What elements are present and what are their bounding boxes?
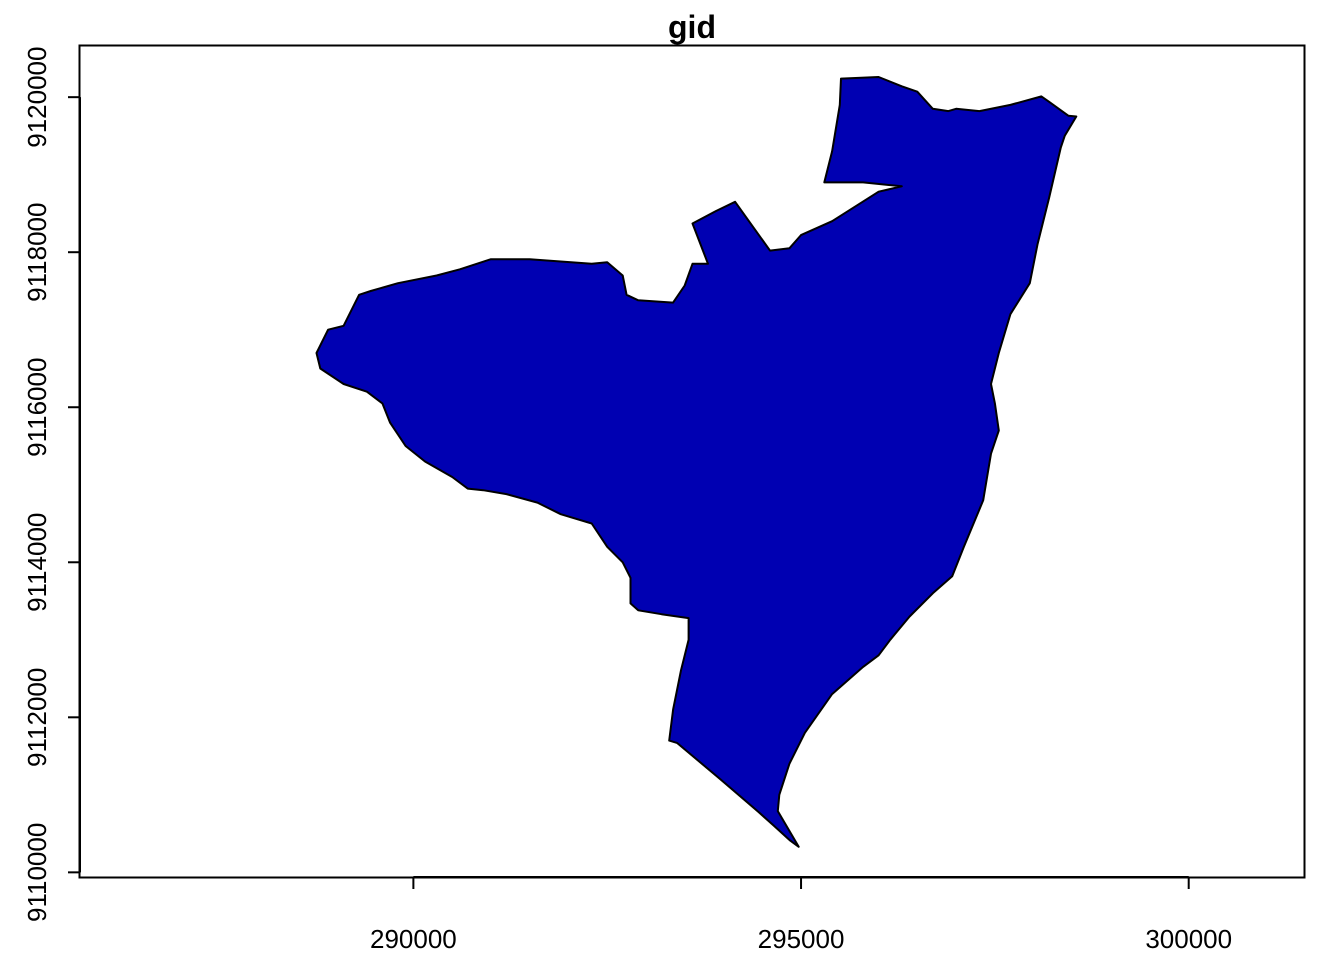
y-tick-label: 9112000 — [22, 668, 52, 767]
polygon-layer — [315, 76, 1078, 848]
y-axis: 9110000 9112000 9114000 9116000 9118000 91200… — [22, 47, 81, 922]
chart-title: gid — [668, 9, 716, 45]
y-tick-label: 9120000 — [22, 47, 52, 148]
x-axis: 290000 295000 300000 — [370, 876, 1232, 954]
x-tick-label: 300000 — [1145, 924, 1232, 954]
y-tick-label: 9110000 — [22, 823, 52, 922]
x-tick-label: 295000 — [758, 924, 845, 954]
x-tick-label: 290000 — [370, 924, 457, 954]
y-tick-label: 9114000 — [22, 513, 52, 612]
boundary-polygon — [315, 76, 1078, 848]
y-tick-label: 9118000 — [22, 203, 52, 302]
y-tick-label: 9116000 — [22, 358, 52, 457]
